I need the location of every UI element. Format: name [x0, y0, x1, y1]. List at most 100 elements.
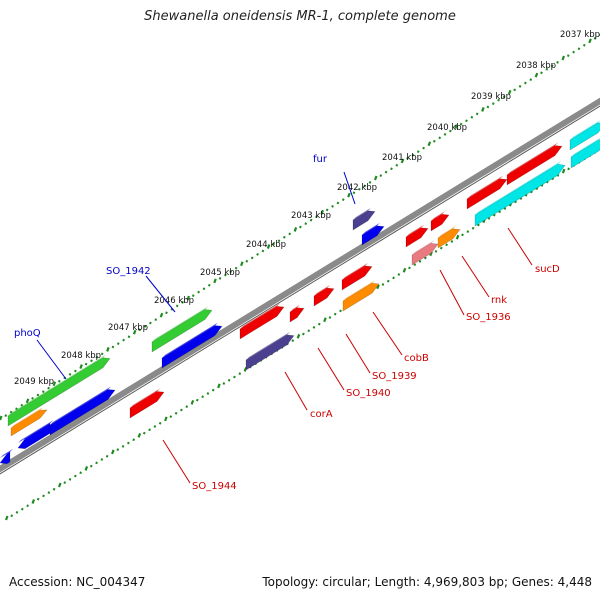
tick-mark [222, 382, 226, 385]
gene-features[interactable] [0, 120, 600, 465]
gene-label[interactable]: cobB [404, 353, 429, 364]
gene-label[interactable]: SO_1940 [346, 388, 391, 399]
tick-mark [413, 263, 417, 266]
tick-mark [422, 146, 425, 150]
tick-mark [158, 421, 162, 425]
tick-mark [358, 187, 361, 191]
tick-mark [491, 102, 495, 105]
gene-label[interactable]: sucD [535, 264, 560, 275]
tick-mark [106, 347, 110, 352]
tick-mark [390, 167, 393, 171]
gene-fur[interactable] [352, 210, 376, 231]
kbp-label: 2044 kbp [246, 240, 286, 250]
tick-mark [174, 411, 178, 415]
tick-mark [373, 175, 378, 181]
tick-mark [74, 474, 77, 478]
gene-label[interactable]: phoQ [14, 328, 41, 339]
gene-phoQ[interactable] [7, 357, 111, 427]
tick-mark [266, 244, 271, 249]
gene-blue-e[interactable] [0, 451, 11, 465]
tick-mark [121, 444, 125, 448]
tick-mark [433, 139, 436, 143]
gene-orange-a[interactable] [437, 228, 461, 249]
gene-label[interactable]: corA [310, 409, 333, 420]
tick-mark [175, 304, 179, 308]
tick-mark [185, 405, 189, 409]
gene-label[interactable]: SO_1939 [372, 371, 417, 382]
gene-blue-b[interactable] [161, 325, 223, 369]
tick-mark [227, 378, 231, 382]
tick-mark [36, 393, 40, 397]
gene-label[interactable]: fur [313, 154, 328, 165]
tick-mark [181, 301, 184, 304]
gene-blue-d[interactable] [17, 422, 51, 450]
gene-navy[interactable] [245, 334, 295, 371]
tick-mark [196, 398, 199, 402]
tick-mark [302, 332, 305, 336]
tick-mark [100, 458, 104, 461]
leader-line [372, 311, 403, 356]
gene-labels[interactable]: fur SO_1942 phoQ sucD rnk SO_1936 cobB SO_1939 S… [14, 154, 560, 492]
kbp-label: 2040 kbp [427, 123, 467, 133]
gene-label[interactable]: SO_1936 [466, 312, 511, 323]
tick-mark [52, 487, 56, 491]
gene-red-tiny[interactable] [289, 307, 305, 323]
gene-cyan-upper[interactable] [569, 122, 600, 151]
leader-line [162, 439, 191, 484]
gene-sucD-upper[interactable] [466, 178, 508, 210]
tick-mark [392, 276, 395, 280]
tick-mark [169, 415, 173, 418]
tick-mark [127, 335, 131, 339]
gene-cobB-upper[interactable] [341, 265, 373, 291]
leader-line [461, 255, 490, 298]
tick-mark [400, 158, 405, 164]
kbp-label: 2045 kbp [200, 268, 240, 278]
gene-orange-b[interactable] [10, 409, 48, 437]
tick-mark [89, 464, 93, 468]
tick-mark [438, 136, 442, 140]
tick-mark [411, 153, 415, 157]
tick-mark [288, 232, 292, 236]
gene-cyan-lower[interactable] [474, 163, 566, 227]
gene-phoQ-top [8, 354, 106, 416]
tick-mark [352, 191, 356, 195]
gene-blue-b-top [162, 322, 218, 358]
gene-red-upper[interactable] [506, 145, 563, 186]
tick-mark [376, 284, 380, 290]
gene-blue-c[interactable] [49, 389, 116, 436]
tick-mark [211, 388, 215, 392]
gene-cobB-upper-top [342, 262, 368, 280]
kbp-labels: 2037 kbp 2038 kbp 2039 kbp 2040 kbp 2041 kbp… [14, 30, 600, 387]
leader-line [343, 171, 356, 205]
tick-mark [0, 415, 3, 421]
gene-label[interactable]: SO_1942 [106, 266, 151, 277]
gene-red-small[interactable] [313, 287, 335, 307]
tick-mark [26, 504, 29, 508]
gene-cyan-upper-top [570, 120, 600, 140]
tick-mark [323, 317, 327, 323]
gene-cyan-right[interactable] [570, 139, 600, 169]
tick-mark [240, 261, 244, 267]
tick-mark [315, 215, 318, 219]
tick-mark [466, 230, 470, 233]
gene-SO_1942[interactable] [151, 309, 213, 353]
gene-rnk-upper[interactable] [405, 227, 429, 248]
tick-mark [317, 322, 321, 326]
tick-mark [320, 209, 324, 215]
gene-SO_1936[interactable] [411, 243, 439, 266]
tick-mark [545, 67, 549, 71]
gene-label[interactable]: SO_1944 [192, 481, 237, 492]
gene-SO_1944[interactable] [129, 391, 165, 419]
gene-blue-a[interactable] [361, 225, 385, 246]
gene-red-mini[interactable] [430, 213, 450, 232]
tick-mark [427, 141, 432, 147]
gene-corA-upper[interactable] [239, 306, 285, 340]
tick-mark [20, 507, 24, 511]
tick-mark [229, 270, 233, 273]
gene-label[interactable]: rnk [491, 295, 507, 306]
label-leaders [36, 171, 533, 484]
tick-mark [299, 225, 302, 229]
gene-SO_1939[interactable] [342, 282, 380, 312]
tick-mark [434, 250, 438, 253]
